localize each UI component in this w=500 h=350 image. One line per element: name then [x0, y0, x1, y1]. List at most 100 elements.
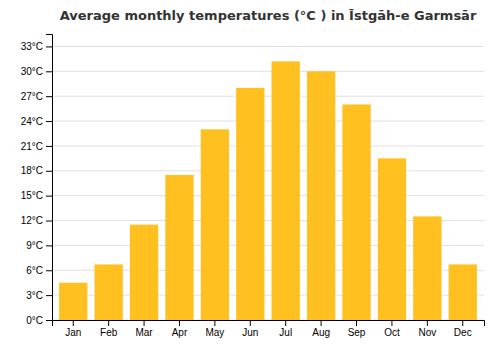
y-tick-mark [46, 121, 52, 122]
bar [378, 158, 406, 320]
y-tick-label: 21°C [21, 141, 43, 152]
x-tick-mark [462, 320, 463, 326]
x-tick-mark [356, 320, 357, 326]
bar [342, 104, 370, 320]
y-tick-mark [46, 146, 52, 147]
x-tick-label: Apr [172, 327, 188, 338]
grid-line [52, 96, 484, 97]
x-tick: Jul [279, 320, 292, 338]
x-axis-line [53, 321, 485, 327]
x-tick: Oct [384, 320, 400, 338]
y-tick: 18°C [21, 165, 52, 176]
y-tick: 30°C [21, 66, 52, 77]
bar [94, 264, 122, 320]
x-tick-label: Sep [348, 327, 366, 338]
x-tick: Jan [65, 320, 81, 338]
y-tick: 15°C [21, 190, 52, 201]
y-tick-label: 3°C [26, 290, 43, 301]
x-tick: May [205, 320, 224, 338]
y-tick: 6°C [26, 265, 52, 276]
bar [165, 175, 193, 320]
x-tick-label: Aug [312, 327, 330, 338]
y-tick: 3°C [26, 290, 52, 301]
x-tick: Aug [312, 320, 330, 338]
x-tick: Mar [135, 320, 153, 338]
x-tick-mark [73, 320, 74, 326]
grid-line [52, 195, 484, 196]
x-tick-label: Jul [279, 327, 292, 338]
x-tick: Feb [100, 320, 118, 338]
y-tick-label: 27°C [21, 91, 43, 102]
y-tick: 33°C [21, 41, 52, 52]
y-tick: 0°C [26, 315, 52, 326]
y-tick-label: 15°C [21, 190, 43, 201]
y-tick: 27°C [21, 91, 52, 102]
y-tick-label: 24°C [21, 116, 43, 127]
x-tick-label: Feb [100, 327, 118, 338]
grid-line [52, 121, 484, 122]
bar [272, 61, 300, 320]
x-tick-mark [321, 320, 322, 326]
bar [449, 264, 477, 320]
y-tick-mark [46, 46, 52, 47]
grid-line [52, 170, 484, 171]
x-tick-mark [179, 320, 180, 326]
chart: 0°C 3°C 6°C 9°C 12°C 15°C 18°C 21°C 24°C 27°C 30°C… [0, 0, 500, 350]
x-tick-label: Nov [418, 327, 436, 338]
title: Average monthly temperatures (°C ) in Īs… [60, 8, 477, 23]
y-tick-mark [46, 221, 52, 222]
y-axis: 0°C 3°C 6°C 9°C 12°C 15°C 18°C 21°C 24°C 27°C 30°C… [21, 35, 53, 326]
x-tick-mark [391, 320, 392, 326]
grid [52, 46, 484, 320]
grid-line [52, 46, 484, 47]
y-tick-mark [46, 270, 52, 271]
x-tick: Apr [172, 320, 188, 338]
grid-line [52, 71, 484, 72]
bar [413, 216, 441, 320]
x-tick-label: Dec [454, 327, 472, 338]
y-tick-label: 6°C [26, 265, 43, 276]
y-axis-line [46, 35, 53, 321]
bar [307, 71, 335, 320]
x-tick: Dec [454, 320, 472, 338]
y-tick-label: 18°C [21, 165, 43, 176]
x-tick-mark [250, 320, 251, 326]
y-tick: 21°C [21, 141, 52, 152]
x-tick: Nov [418, 320, 436, 338]
bars [59, 61, 477, 320]
plot: 0°C 3°C 6°C 9°C 12°C 15°C 18°C 21°C 24°C 27°C 30°C… [21, 35, 485, 339]
y-tick: 24°C [21, 116, 52, 127]
x-tick-label: Oct [384, 327, 400, 338]
y-tick-label: 12°C [21, 215, 43, 226]
y-tick-mark [46, 71, 52, 72]
x-tick-label: Mar [135, 327, 153, 338]
y-tick-label: 33°C [21, 41, 43, 52]
x-tick-mark [214, 320, 215, 326]
x-tick-mark [108, 320, 109, 326]
y-tick-label: 9°C [26, 240, 43, 251]
x-tick-mark [285, 320, 286, 326]
y-tick-label: 30°C [21, 66, 43, 77]
y-tick-label: 0°C [26, 315, 43, 326]
y-tick-mark [46, 295, 52, 296]
y-tick: 9°C [26, 240, 52, 251]
bar [201, 129, 229, 320]
bar [130, 225, 158, 320]
x-tick-mark [144, 320, 145, 326]
bar [236, 88, 264, 320]
y-tick-mark [46, 196, 52, 197]
x-tick: Sep [348, 320, 366, 338]
x-axis: Jan Feb Mar Apr May Jun Jul Aug Sep Oct Nov Dec [53, 320, 485, 338]
x-tick-mark [427, 320, 428, 326]
x-tick-label: May [205, 327, 224, 338]
y-tick-mark [46, 171, 52, 172]
bar [59, 283, 87, 320]
y-tick: 12°C [21, 215, 52, 226]
grid-line [52, 145, 484, 146]
y-tick-mark [46, 96, 52, 97]
y-tick-mark [46, 245, 52, 246]
x-tick-label: Jan [65, 327, 81, 338]
x-tick-label: Jun [242, 327, 258, 338]
y-tick-mark [46, 320, 52, 321]
x-tick: Jun [242, 320, 258, 338]
